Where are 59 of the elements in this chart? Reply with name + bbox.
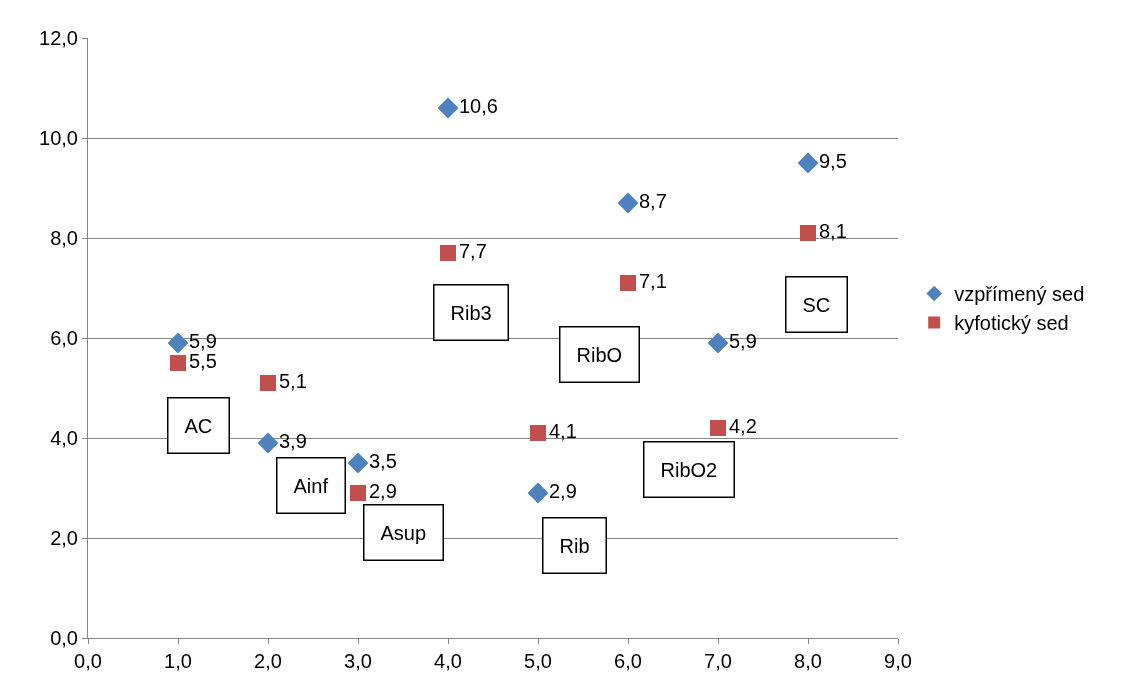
annotation: RibO — [576, 343, 623, 366]
data-label: 2,9 — [549, 480, 577, 502]
data-label: 4,1 — [549, 420, 577, 442]
data-label: 9,5 — [819, 150, 847, 172]
point — [530, 425, 546, 441]
data-label: 7,1 — [639, 270, 667, 292]
data-label: 7,7 — [459, 240, 487, 262]
point — [797, 152, 819, 174]
y-tick-label: 2,0 — [50, 527, 78, 549]
point — [620, 275, 636, 291]
legend-label: kyfotický sed — [954, 312, 1069, 335]
point — [440, 245, 456, 261]
data-label: 8,7 — [639, 190, 667, 212]
y-tick-label: 6,0 — [50, 327, 78, 349]
point — [260, 375, 276, 391]
point — [170, 355, 186, 371]
y-tick-label: 8,0 — [50, 227, 78, 249]
y-tick-label: 0,0 — [50, 627, 78, 649]
point — [707, 332, 729, 354]
x-tick-label: 7,0 — [704, 650, 732, 672]
point — [527, 482, 549, 504]
data-label: 2,9 — [369, 480, 397, 502]
data-label: 4,2 — [729, 415, 757, 437]
x-tick-label: 2,0 — [254, 650, 282, 672]
data-label: 10,6 — [459, 95, 498, 117]
x-tick-label: 4,0 — [434, 650, 462, 672]
data-label: 5,9 — [189, 330, 217, 352]
x-tick-label: 8,0 — [794, 650, 822, 672]
data-label: 5,9 — [729, 330, 757, 352]
y-tick-label: 12,0 — [39, 27, 78, 49]
x-tick-label: 0,0 — [74, 650, 102, 672]
data-label: 3,5 — [369, 450, 397, 472]
annotation: Rib3 — [450, 301, 492, 324]
point — [617, 192, 639, 214]
y-tick-label: 4,0 — [50, 427, 78, 449]
legend-label: vzpřímený sed — [954, 283, 1085, 306]
point — [167, 332, 189, 354]
x-tick-label: 1,0 — [164, 650, 192, 672]
x-tick-label: 9,0 — [884, 650, 912, 672]
annotation: Ainf — [293, 474, 329, 497]
data-label: 5,1 — [279, 370, 307, 392]
x-tick-label: 5,0 — [524, 650, 552, 672]
x-tick-label: 3,0 — [344, 650, 372, 672]
annotation: Asup — [380, 521, 427, 544]
x-tick-label: 6,0 — [614, 650, 642, 672]
annotation: RibO2 — [660, 458, 718, 481]
point — [800, 225, 816, 241]
annotation: AC — [184, 414, 213, 437]
point — [437, 97, 459, 119]
point — [710, 420, 726, 436]
point — [257, 432, 279, 454]
data-label: 8,1 — [819, 220, 847, 242]
point — [347, 452, 369, 474]
data-label: 3,9 — [279, 430, 307, 452]
data-label: 5,5 — [189, 350, 217, 372]
y-tick-label: 10,0 — [39, 127, 78, 149]
point — [350, 485, 366, 501]
annotation: SC — [802, 293, 831, 316]
annotation: Rib — [559, 534, 590, 557]
